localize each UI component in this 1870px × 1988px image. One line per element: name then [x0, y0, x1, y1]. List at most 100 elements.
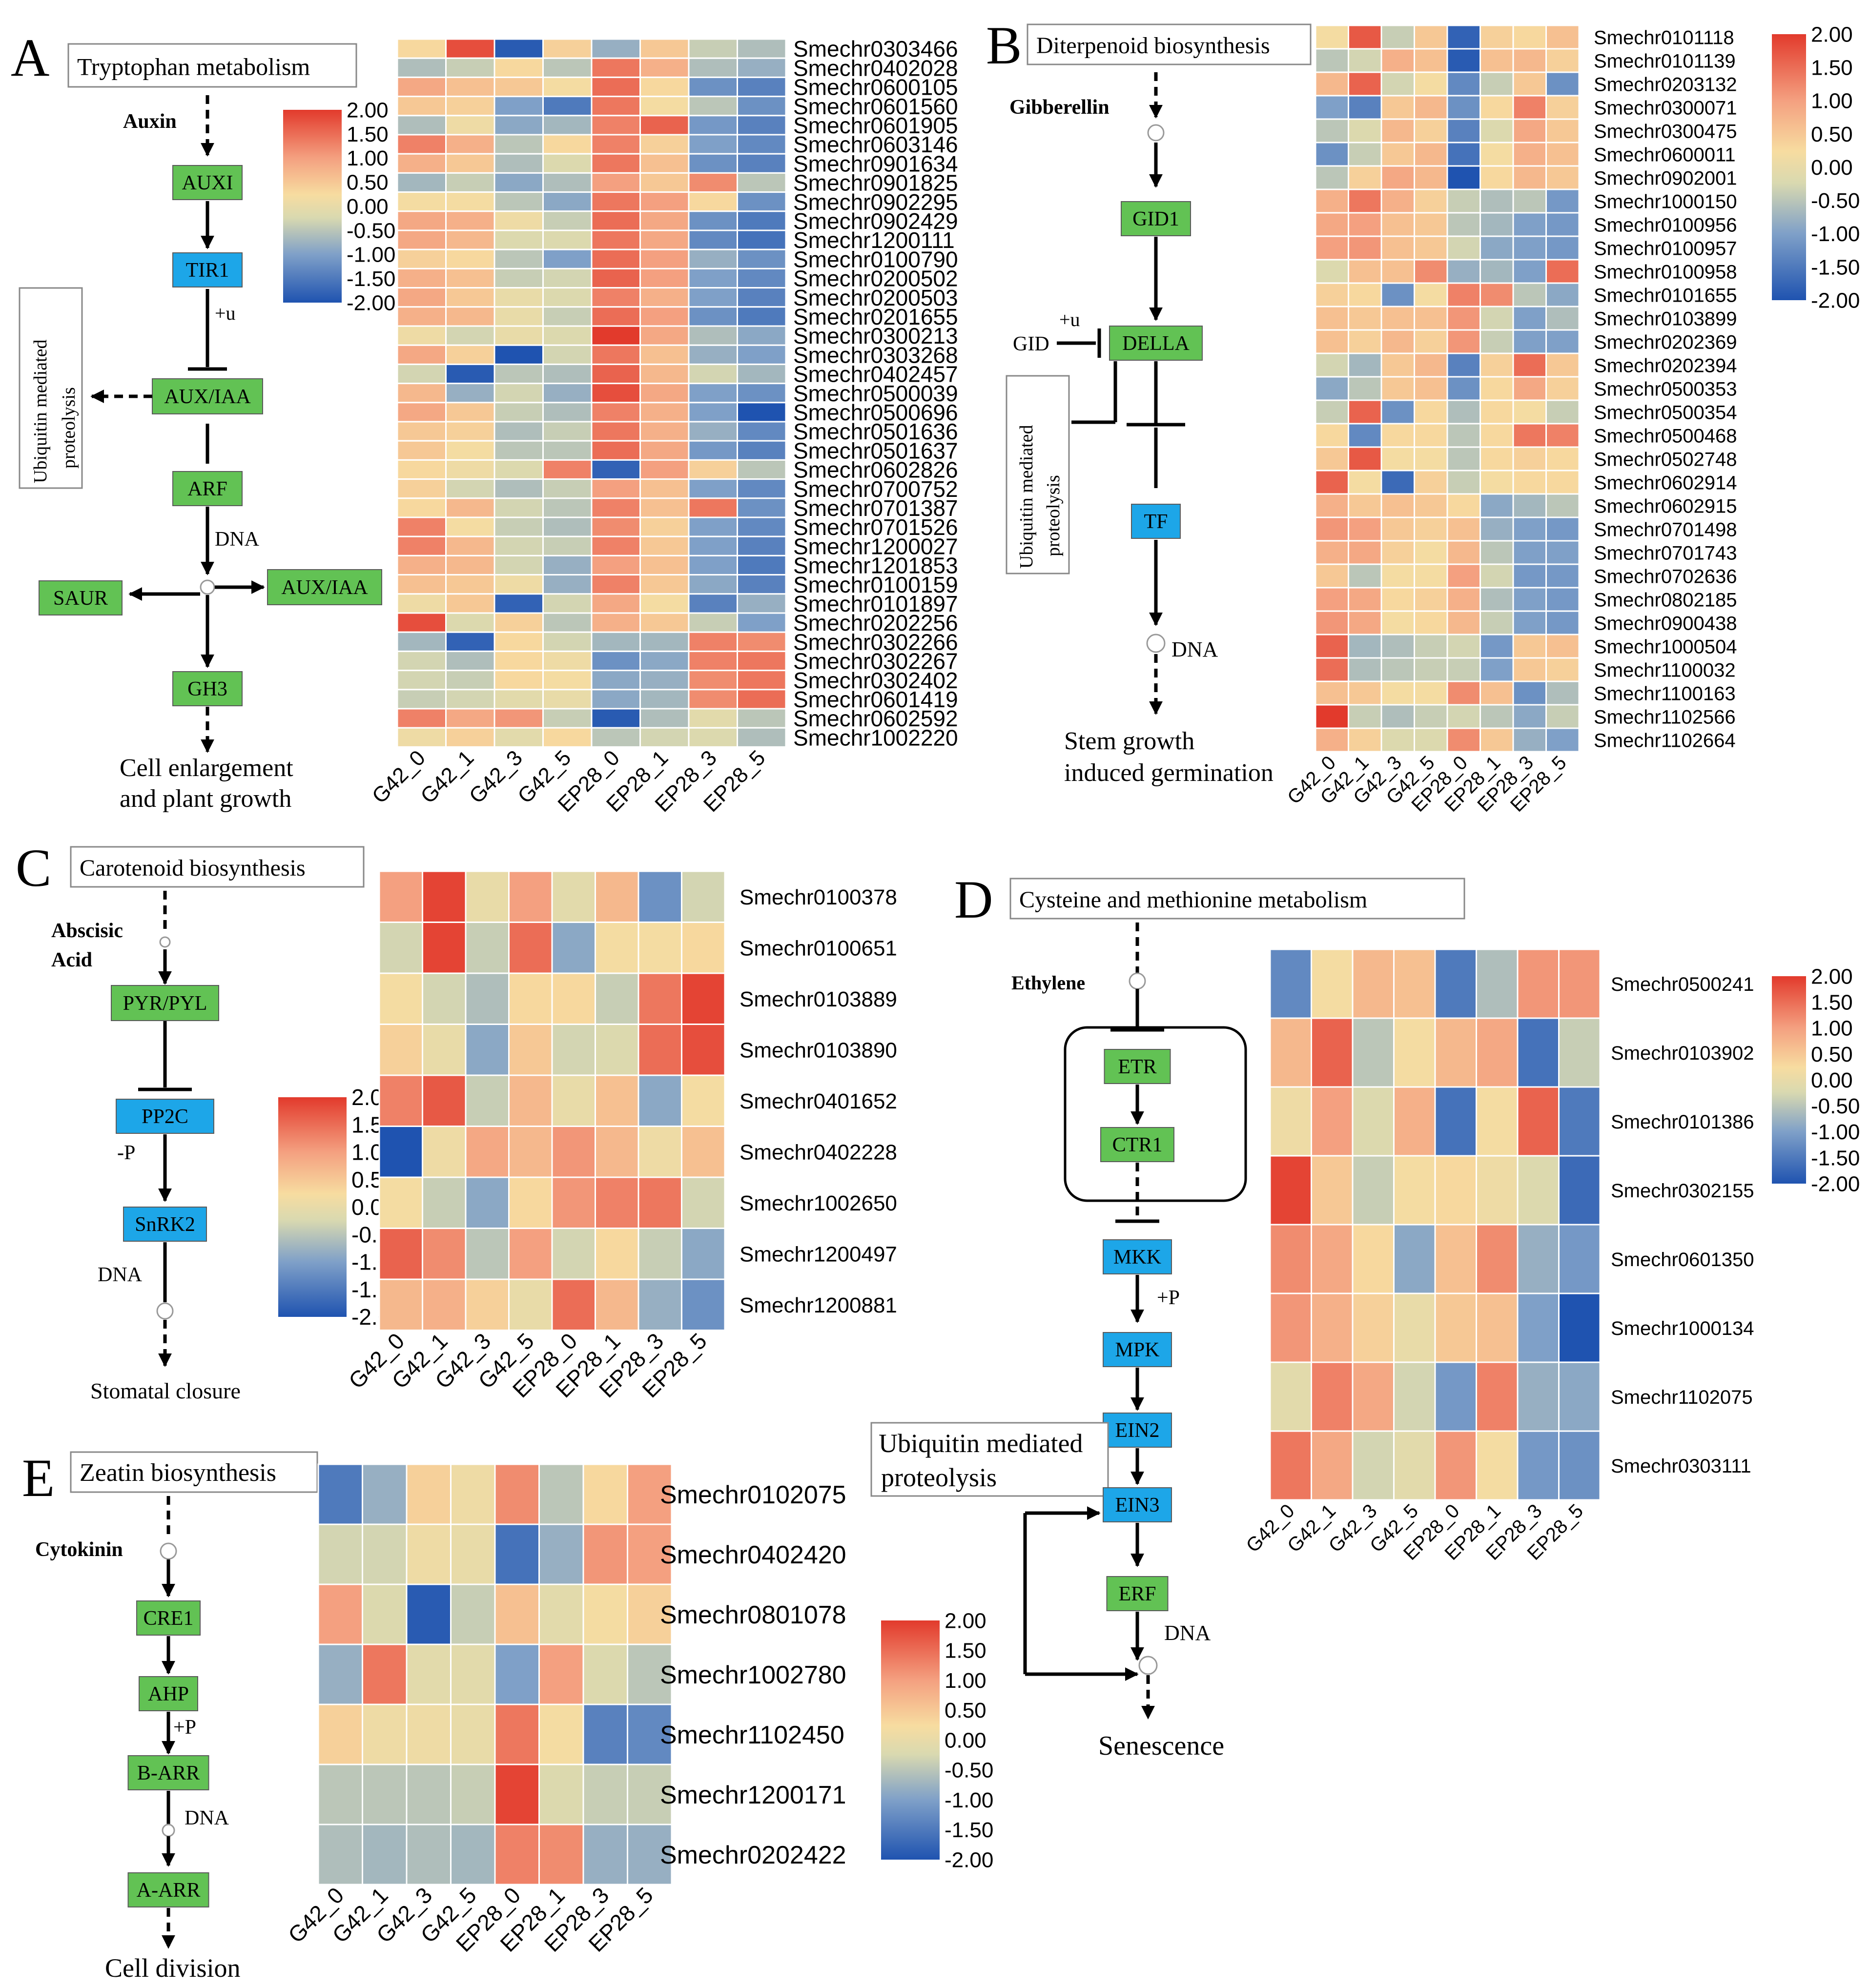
panel-a-cell	[445, 689, 495, 710]
panel-a-cell	[445, 38, 495, 59]
panel-d-gene-label: Smechr0302155	[1611, 1180, 1754, 1202]
panel-e-cell	[450, 1583, 496, 1645]
panel-d-scale-tick: -2.00	[1811, 1172, 1860, 1196]
panel-b-cell	[1446, 306, 1481, 331]
panel-b-gene-label: Smechr0300475	[1594, 121, 1737, 142]
panel-b-cell	[1315, 399, 1349, 425]
panel-b-cell	[1480, 142, 1514, 167]
panel-b-cell	[1348, 470, 1382, 495]
node-mpk-box	[1103, 1332, 1172, 1367]
panel-a-cell	[493, 535, 544, 556]
node-b-arr: B-ARR	[127, 1755, 209, 1790]
panel-b-cell	[1348, 71, 1382, 97]
panel-b-cell	[1446, 727, 1481, 753]
panel-b-cell	[1380, 235, 1415, 261]
panel-a-cell	[639, 76, 690, 98]
panel-a-cell	[688, 402, 738, 423]
panel-d-cell	[1434, 1361, 1477, 1432]
panel-b-cell	[1446, 470, 1481, 495]
panel-b-cell	[1380, 470, 1415, 495]
panel-b-cell	[1480, 540, 1514, 565]
panel-d-cell	[1352, 1017, 1395, 1088]
panel-c-cell	[595, 972, 639, 1025]
panel-c-cell	[637, 1074, 682, 1127]
panel-a-cell	[493, 287, 544, 308]
panel-b-cell	[1380, 399, 1415, 425]
node-erf: ERF	[1106, 1576, 1169, 1611]
panel-a-gene-label: Smechr0603146	[793, 132, 958, 157]
panel-b-cell	[1512, 118, 1547, 143]
panel-c-cell	[508, 1126, 553, 1178]
panel-b-cell	[1315, 610, 1349, 635]
panel-a-cell	[591, 134, 641, 155]
panel-d-cell	[1352, 1292, 1395, 1363]
panel-b-cell	[1414, 563, 1448, 589]
panel-c-cell	[551, 870, 596, 923]
panel-b-cell	[1446, 493, 1481, 518]
panel-e-cell	[494, 1824, 540, 1886]
panel-c-cell	[637, 1126, 682, 1178]
panel-b-cell	[1446, 48, 1481, 73]
panel-a-cell	[445, 650, 495, 672]
panel-d-cell	[1517, 1086, 1560, 1157]
node-ahp: AHP	[139, 1676, 198, 1711]
panel-d-cell	[1517, 1017, 1560, 1088]
panel-b-cell	[1545, 446, 1580, 471]
panel-b-cell	[1315, 259, 1349, 284]
panel-e-cell	[450, 1703, 496, 1765]
panel-e-cell	[317, 1643, 363, 1705]
panel-b-cell	[1480, 727, 1514, 753]
panel-b-scale-tick: 2.00	[1811, 22, 1853, 46]
panel-b-cell	[1480, 657, 1514, 682]
panel-b-cell	[1380, 118, 1415, 143]
panel-d-scale-tick: 2.00	[1811, 964, 1853, 988]
panel-d-cell	[1393, 1430, 1436, 1501]
panel-b-cell	[1380, 71, 1415, 97]
panel-b-cell	[1545, 118, 1580, 143]
panel-a-cell	[737, 670, 787, 691]
panel-a-cell	[639, 478, 690, 499]
panel-a-cell	[396, 76, 447, 98]
panel-b-cell	[1315, 282, 1349, 307]
panel-e-scale-tick: 0.50	[945, 1699, 986, 1722]
panel-b-cell	[1545, 259, 1580, 284]
panel-a-cell	[542, 344, 593, 365]
panel-b-cell	[1315, 352, 1349, 378]
panel-a-cell	[688, 383, 738, 404]
panel-a-cell	[688, 593, 738, 614]
panel-d-cell	[1393, 948, 1436, 1019]
panel-a-cell	[542, 306, 593, 327]
panel-a-cell	[542, 554, 593, 576]
panel-a-cell	[542, 708, 593, 729]
panel-c-gene-label: Smechr0103890	[740, 1039, 897, 1063]
panel-b-cell	[1446, 446, 1481, 471]
panel-e-letter: E	[22, 1448, 55, 1508]
panel-b-gene-label: Smechr0103899	[1594, 308, 1737, 329]
panel-a-gene-label: Smechr1002220	[793, 725, 958, 750]
panel-a-cell	[542, 402, 593, 423]
panel-b-cell	[1545, 71, 1580, 97]
panel-a-cell	[591, 631, 641, 652]
panel-b-cell	[1545, 24, 1580, 50]
node-della: DELLA	[1109, 326, 1203, 361]
panel-d-cell	[1434, 1086, 1477, 1157]
panel-b-cell	[1315, 188, 1349, 214]
panel-a-cell	[396, 535, 447, 556]
panel-a-cell	[542, 478, 593, 499]
panel-b-gene-label: Smechr0802185	[1594, 589, 1737, 611]
panel-b-cell	[1315, 306, 1349, 331]
panel-e-gene-label: Smechr0102075	[660, 1481, 846, 1509]
panel-b-cell	[1380, 563, 1415, 589]
node-snrk2-label: SnRK2	[135, 1213, 195, 1236]
panel-e-cell	[494, 1703, 540, 1765]
panel-b-cell	[1348, 446, 1382, 471]
panel-a-cell	[737, 574, 787, 595]
panel-a-cell	[542, 689, 593, 710]
panel-b-scale-tick: -0.50	[1811, 189, 1860, 213]
panel-c-cell	[508, 1278, 553, 1331]
panel-a-cell	[639, 96, 690, 117]
panel-a-cell	[396, 631, 447, 652]
panel-b-cell	[1315, 446, 1349, 471]
panel-a-sample-label: G42_3	[465, 746, 527, 808]
panel-e-cell	[317, 1583, 363, 1645]
